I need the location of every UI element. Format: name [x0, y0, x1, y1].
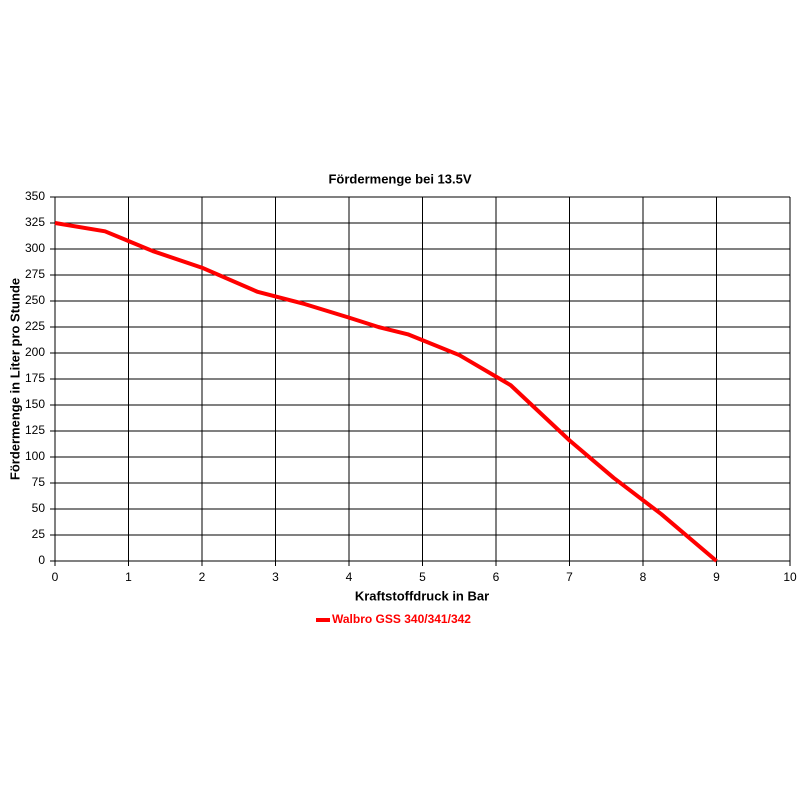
- y-tick-label: 150: [25, 397, 45, 411]
- y-tick-label: 175: [25, 371, 45, 385]
- x-axis-title: Kraftstoffdruck in Bar: [355, 588, 489, 603]
- y-tick-label: 125: [25, 423, 45, 437]
- x-tick-label: 0: [52, 570, 59, 584]
- y-tick-label: 225: [25, 319, 45, 333]
- x-tick-label: 6: [493, 570, 500, 584]
- x-tick-label: 5: [419, 570, 426, 584]
- x-tick-label: 9: [713, 570, 720, 584]
- y-tick-label: 275: [25, 267, 45, 281]
- x-tick-label: 8: [640, 570, 647, 584]
- x-tick-label: 1: [125, 570, 132, 584]
- chart-title: Fördermenge bei 13.5V: [328, 171, 471, 186]
- y-tick-label: 0: [38, 553, 45, 567]
- x-tick-label: 3: [272, 570, 279, 584]
- y-tick-label: 350: [25, 189, 45, 203]
- y-tick-label: 300: [25, 241, 45, 255]
- y-tick-label: 50: [32, 501, 46, 515]
- y-tick-label: 100: [25, 449, 45, 463]
- x-tick-label: 10: [783, 570, 797, 584]
- x-tick-label: 4: [346, 570, 353, 584]
- y-tick-label: 325: [25, 215, 45, 229]
- data-line: [54, 221, 718, 563]
- y-tick-label: 25: [32, 527, 46, 541]
- y-tick-label: 75: [32, 475, 46, 489]
- x-tick-label: 7: [566, 570, 573, 584]
- y-tick-label: 250: [25, 293, 45, 307]
- y-tick-label: 200: [25, 345, 45, 359]
- legend-label: Walbro GSS 340/341/342: [332, 612, 471, 626]
- x-tick-label: 2: [199, 570, 206, 584]
- y-axis-title: Fördermenge in Liter pro Stunde: [7, 278, 22, 480]
